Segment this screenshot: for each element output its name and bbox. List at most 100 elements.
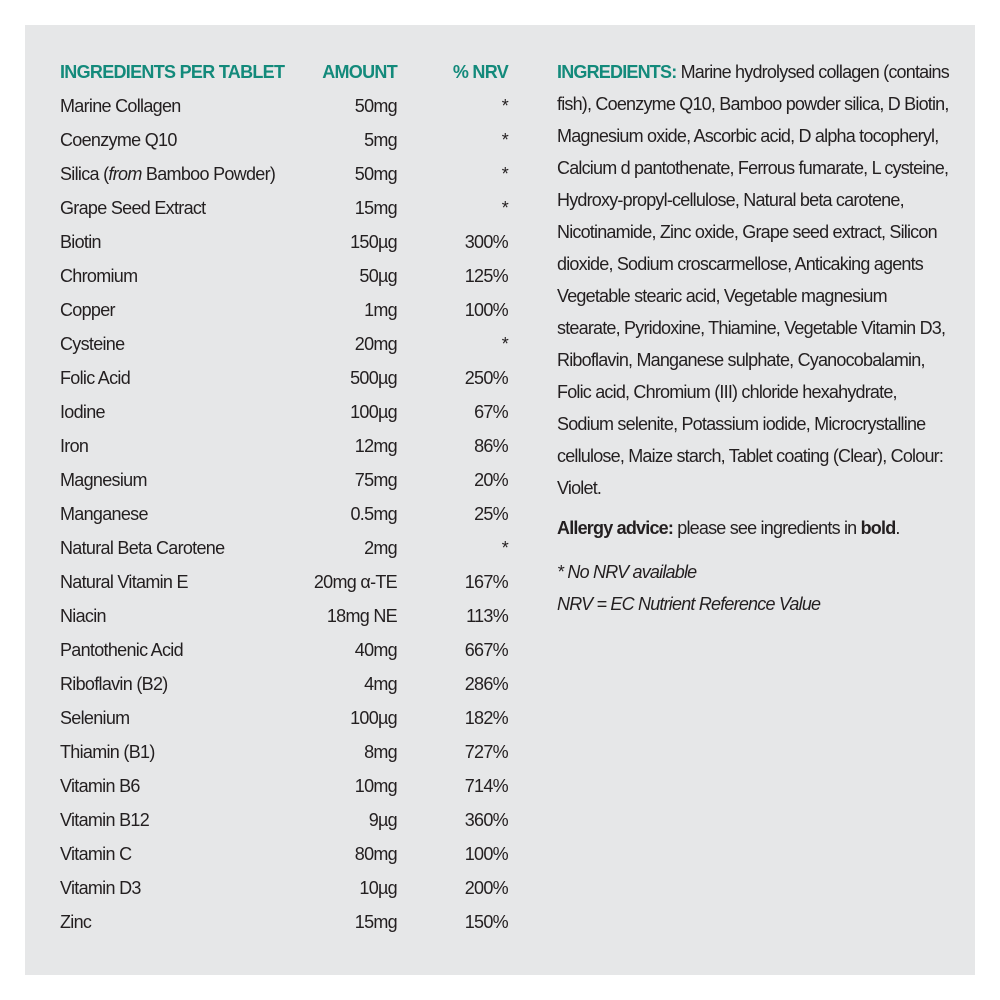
nrv: 100% [464, 844, 509, 864]
ingredient-name: Cysteine [60, 334, 125, 354]
nrv: 200% [464, 878, 509, 898]
table-row: Manganese 0.5mg 25% [60, 497, 509, 531]
panel: INGREDIENTS PER TABLET AMOUNT % NRV Mari… [25, 25, 975, 975]
nutrition-table: INGREDIENTS PER TABLET AMOUNT % NRV Mari… [60, 55, 509, 939]
nrv: 300% [464, 232, 509, 252]
amount: 100µg [350, 402, 398, 422]
allergy-text: please see ingredients in [673, 518, 861, 538]
amount: 50mg [354, 164, 398, 184]
table-row: Thiamin (B1) 8mg 727% [60, 735, 509, 769]
nrv: * [501, 198, 509, 218]
table-row: Coenzyme Q10 5mg * [60, 123, 509, 157]
ingredient-name: Iron [60, 436, 89, 456]
header-row: INGREDIENTS PER TABLET AMOUNT % NRV [60, 55, 509, 89]
ingredients-label: INGREDIENTS: [557, 62, 677, 82]
amount: 15mg [354, 198, 398, 218]
ingredient-name: Vitamin B12 [60, 810, 150, 830]
note: NRV = EC Nutrient Reference Value [557, 594, 821, 614]
notes: * No NRV available NRV = EC Nutrient Refe… [557, 556, 949, 620]
amount: 150µg [350, 232, 398, 252]
amount: 20mg [354, 334, 398, 354]
table-row: Biotin 150µg 300% [60, 225, 509, 259]
ingredient-name: Magnesium [60, 470, 147, 490]
nrv: 182% [464, 708, 509, 728]
ingredient-name: Iodine [60, 402, 106, 422]
ingredient-name: Vitamin C [60, 844, 132, 864]
table-row: Vitamin C 80mg 100% [60, 837, 509, 871]
ingredient-name: Marine Collagen [60, 96, 181, 116]
ingredients-text: Marine hydrolysed collagen (contains fis… [557, 62, 950, 498]
amount: 10µg [359, 878, 397, 898]
amount: 2mg [364, 538, 398, 558]
amount: 75mg [354, 470, 398, 490]
nrv: 286% [464, 674, 509, 694]
amount: 100µg [350, 708, 398, 728]
table-row: Folic Acid 500µg 250% [60, 361, 509, 395]
ingredient-name: Grape Seed Extract [60, 198, 206, 218]
table-row: Iodine 100µg 67% [60, 395, 509, 429]
ingredients-panel: INGREDIENTS: Marine hydrolysed collagen … [557, 56, 950, 620]
table-row: Natural Vitamin E 20mg α-TE 167% [60, 565, 509, 599]
nrv: 100% [464, 300, 509, 320]
ingredient-name: Zinc [60, 912, 92, 932]
amount: 80mg [354, 844, 398, 864]
header-cell: AMOUNT [322, 62, 397, 82]
table-body: Marine Collagen 50mg * Coenzyme Q10 5mg * Sili… [60, 89, 509, 939]
nrv: * [501, 96, 509, 116]
ingredient-name: Copper [60, 300, 116, 320]
amount: 8mg [364, 742, 398, 762]
ingredient-name: Natural Beta Carotene [60, 538, 225, 558]
ingredient-name: Silica (from Bamboo Powder) [60, 157, 310, 191]
header-cell: % NRV [452, 62, 509, 82]
amount: 9µg [368, 810, 398, 830]
amount: 500µg [350, 368, 398, 388]
amount: 4mg [364, 674, 398, 694]
allergy-end: . [895, 518, 900, 538]
table-row: Copper 1mg 100% [60, 293, 509, 327]
nrv: 727% [464, 742, 509, 762]
nrv: 125% [464, 266, 509, 286]
amount: 50µg [359, 266, 397, 286]
table-row: Vitamin D3 10µg 200% [60, 871, 509, 905]
amount: 0.5mg [350, 504, 397, 524]
amount: 12mg [354, 436, 398, 456]
ingredient-name: Folic Acid [60, 368, 131, 388]
nrv: 150% [464, 912, 509, 932]
table-row: Niacin 18mg NE 113% [60, 599, 509, 633]
amount: 18mg NE [326, 606, 398, 626]
name-part: from [108, 164, 142, 184]
ingredient-name: Pantothenic Acid [60, 640, 184, 660]
ingredient-name: Biotin [60, 232, 102, 252]
ingredient-name: Thiamin (B1) [60, 742, 155, 762]
amount: 40mg [354, 640, 398, 660]
table-row: Magnesium 75mg 20% [60, 463, 509, 497]
nrv: 67% [474, 402, 509, 422]
nrv: 360% [464, 810, 509, 830]
header-cell: INGREDIENTS PER TABLET [60, 62, 285, 82]
amount: 15mg [354, 912, 398, 932]
table-row: Cysteine 20mg * [60, 327, 509, 361]
allergy-bold: bold [860, 518, 897, 538]
table-row: Silica (from Bamboo Powder) 50mg * [60, 157, 509, 191]
nrv: 250% [464, 368, 509, 388]
ingredient-name: Vitamin B6 [60, 776, 140, 796]
amount: 50mg [354, 96, 398, 116]
nrv: * [501, 334, 509, 354]
table-row: Iron 12mg 86% [60, 429, 509, 463]
nrv: 20% [474, 470, 509, 490]
ingredient-name: Niacin [60, 606, 107, 626]
table-row: Natural Beta Carotene 2mg * [60, 531, 509, 565]
nrv: 167% [464, 572, 509, 592]
table-row: Vitamin B12 9µg 360% [60, 803, 509, 837]
amount: 10mg [354, 776, 398, 796]
nrv: 714% [464, 776, 509, 796]
table-row: Vitamin B6 10mg 714% [60, 769, 509, 803]
ingredient-name: Natural Vitamin E [60, 572, 189, 592]
ingredient-name: Vitamin D3 [60, 878, 141, 898]
name-part: Bamboo Powder) [141, 164, 276, 184]
table-row: Riboflavin (B2) 4mg 286% [60, 667, 509, 701]
nrv: 667% [464, 640, 509, 660]
nrv: * [501, 130, 509, 150]
table-row: Marine Collagen 50mg * [60, 89, 509, 123]
